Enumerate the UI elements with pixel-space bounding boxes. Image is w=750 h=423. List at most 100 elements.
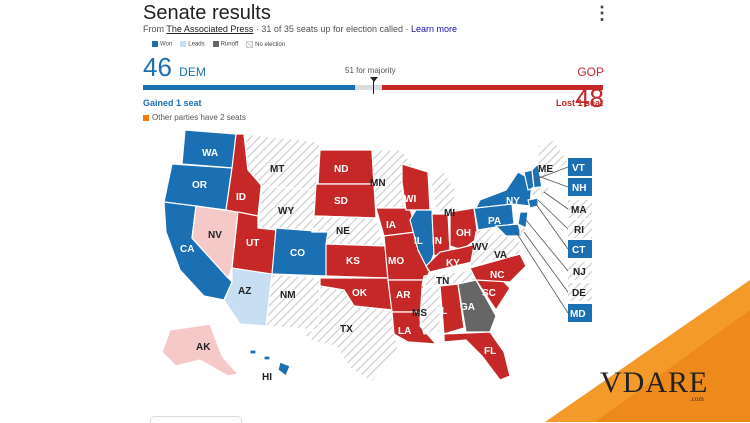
label-az: AZ	[238, 286, 251, 297]
dem-change: Gained 1 seat	[143, 98, 202, 108]
label-nc: NC	[490, 270, 504, 281]
legend-item-runoff: Runoff	[212, 41, 238, 48]
label-or: OR	[192, 180, 208, 191]
state-nm[interactable]	[265, 273, 321, 331]
callout-de[interactable]	[568, 283, 592, 301]
label-ak: AK	[196, 342, 211, 353]
vdare-logo: VDARE	[600, 366, 709, 399]
vdare-domain: .com	[690, 395, 704, 403]
label-oh: OH	[456, 228, 471, 239]
state-ma[interactable]	[531, 185, 553, 197]
label-mt: MT	[270, 164, 284, 175]
label-ny: NY	[506, 196, 520, 207]
label-nm: NM	[280, 290, 296, 301]
dem-seat-count: 46 DEM	[143, 54, 206, 85]
label-al: AL	[434, 306, 447, 317]
label-ar: AR	[396, 290, 411, 301]
gop-change: Lost 1 seat	[555, 98, 603, 108]
label-wa: WA	[202, 148, 218, 159]
label-la: LA	[398, 326, 411, 337]
callout-label-ma: MA	[571, 205, 587, 216]
source-status: · 31 of 35 seats up for election called …	[253, 24, 411, 34]
callout-label-de: DE	[572, 288, 586, 299]
majority-marker-icon	[370, 77, 378, 82]
majority-line	[373, 80, 374, 94]
label-hi: HI	[262, 372, 272, 383]
callout-ma[interactable]	[568, 200, 592, 218]
state-fl[interactable]	[443, 331, 511, 381]
other-party-swatch	[143, 114, 149, 121]
callout-md[interactable]	[568, 304, 592, 322]
other-parties-note: Other parties have 2 seats	[143, 113, 246, 122]
learn-more-link[interactable]: Learn more	[410, 24, 458, 34]
label-ia: IA	[386, 220, 396, 231]
state-tx[interactable]	[298, 285, 399, 383]
state-me[interactable]	[537, 139, 569, 181]
seat-bar-gop	[382, 85, 603, 90]
bottom-card-edge	[150, 416, 242, 423]
dem-label: DEM	[179, 65, 206, 79]
watermark-banner	[545, 280, 750, 422]
label-ut: UT	[246, 238, 259, 249]
label-sc: SC	[482, 288, 496, 299]
gop-label: GOP	[577, 65, 604, 79]
legend-item-won: Won	[152, 41, 172, 48]
label-me: ME	[538, 164, 553, 175]
dem-count-value: 46	[143, 52, 172, 82]
label-fl: FL	[484, 346, 496, 357]
callout-label-nh: NH	[572, 183, 586, 194]
label-nv: NV	[208, 230, 222, 241]
state-az[interactable]	[223, 267, 273, 327]
label-tx: TX	[340, 324, 353, 335]
callout-ct[interactable]	[568, 240, 592, 258]
label-wi: WI	[404, 194, 416, 205]
callout-boxes	[568, 158, 592, 322]
senate-map[interactable]: WA OR CA NV ID MT WY UT CO AZ NM ND SD N…	[140, 120, 610, 390]
label-ga: GA	[460, 302, 475, 313]
label-id: ID	[236, 192, 246, 203]
state-ak[interactable]	[161, 323, 240, 377]
label-ms: MS	[412, 308, 427, 319]
state-oh[interactable]	[449, 207, 479, 251]
state-md[interactable]	[494, 223, 523, 237]
callout-nh[interactable]	[568, 178, 592, 196]
callout-ri[interactable]	[568, 220, 592, 238]
legend-item-no-election: No election	[246, 41, 285, 48]
label-co: CO	[290, 248, 305, 259]
label-il: IL	[414, 236, 423, 247]
label-mn: MN	[370, 178, 386, 189]
state-ct[interactable]	[527, 197, 539, 209]
callout-lines	[515, 166, 569, 314]
callout-nj[interactable]	[568, 262, 592, 280]
callout-label-vt: VT	[572, 163, 585, 174]
legend-item-leads: Leads	[180, 41, 205, 48]
callout-label-nj: NJ	[573, 267, 586, 278]
state-hi[interactable]	[249, 349, 291, 377]
seat-bar-dem	[143, 85, 355, 90]
source-link[interactable]: The Associated Press	[166, 24, 254, 34]
majority-label: 51 for majority	[345, 66, 396, 75]
label-tn: TN	[436, 276, 449, 287]
label-va: VA	[494, 250, 507, 261]
page-title: Senate results	[143, 2, 271, 24]
state-in[interactable]	[431, 213, 451, 257]
callout-label-ct: CT	[572, 245, 585, 256]
label-sd: SD	[334, 196, 348, 207]
more-options-icon[interactable]: ⋮	[593, 3, 611, 23]
label-ok: OK	[352, 288, 368, 299]
callout-label-md: MD	[570, 309, 586, 320]
state-al[interactable]	[439, 283, 465, 335]
state-ny[interactable]	[474, 171, 533, 209]
state-mi[interactable]	[429, 171, 457, 213]
state-de[interactable]	[519, 225, 527, 237]
state-ms[interactable]	[419, 285, 441, 335]
callout-label-ri: RI	[574, 225, 584, 236]
state-ga[interactable]	[457, 279, 497, 333]
label-ne: NE	[336, 226, 350, 237]
source-line: From The Associated Press · 31 of 35 sea…	[143, 24, 457, 34]
callout-vt[interactable]	[568, 158, 592, 176]
label-mo: MO	[388, 256, 404, 267]
map-legend: Won Leads Runoff No election	[152, 41, 285, 48]
label-wv: WV	[472, 242, 488, 253]
label-pa: PA	[488, 216, 501, 227]
